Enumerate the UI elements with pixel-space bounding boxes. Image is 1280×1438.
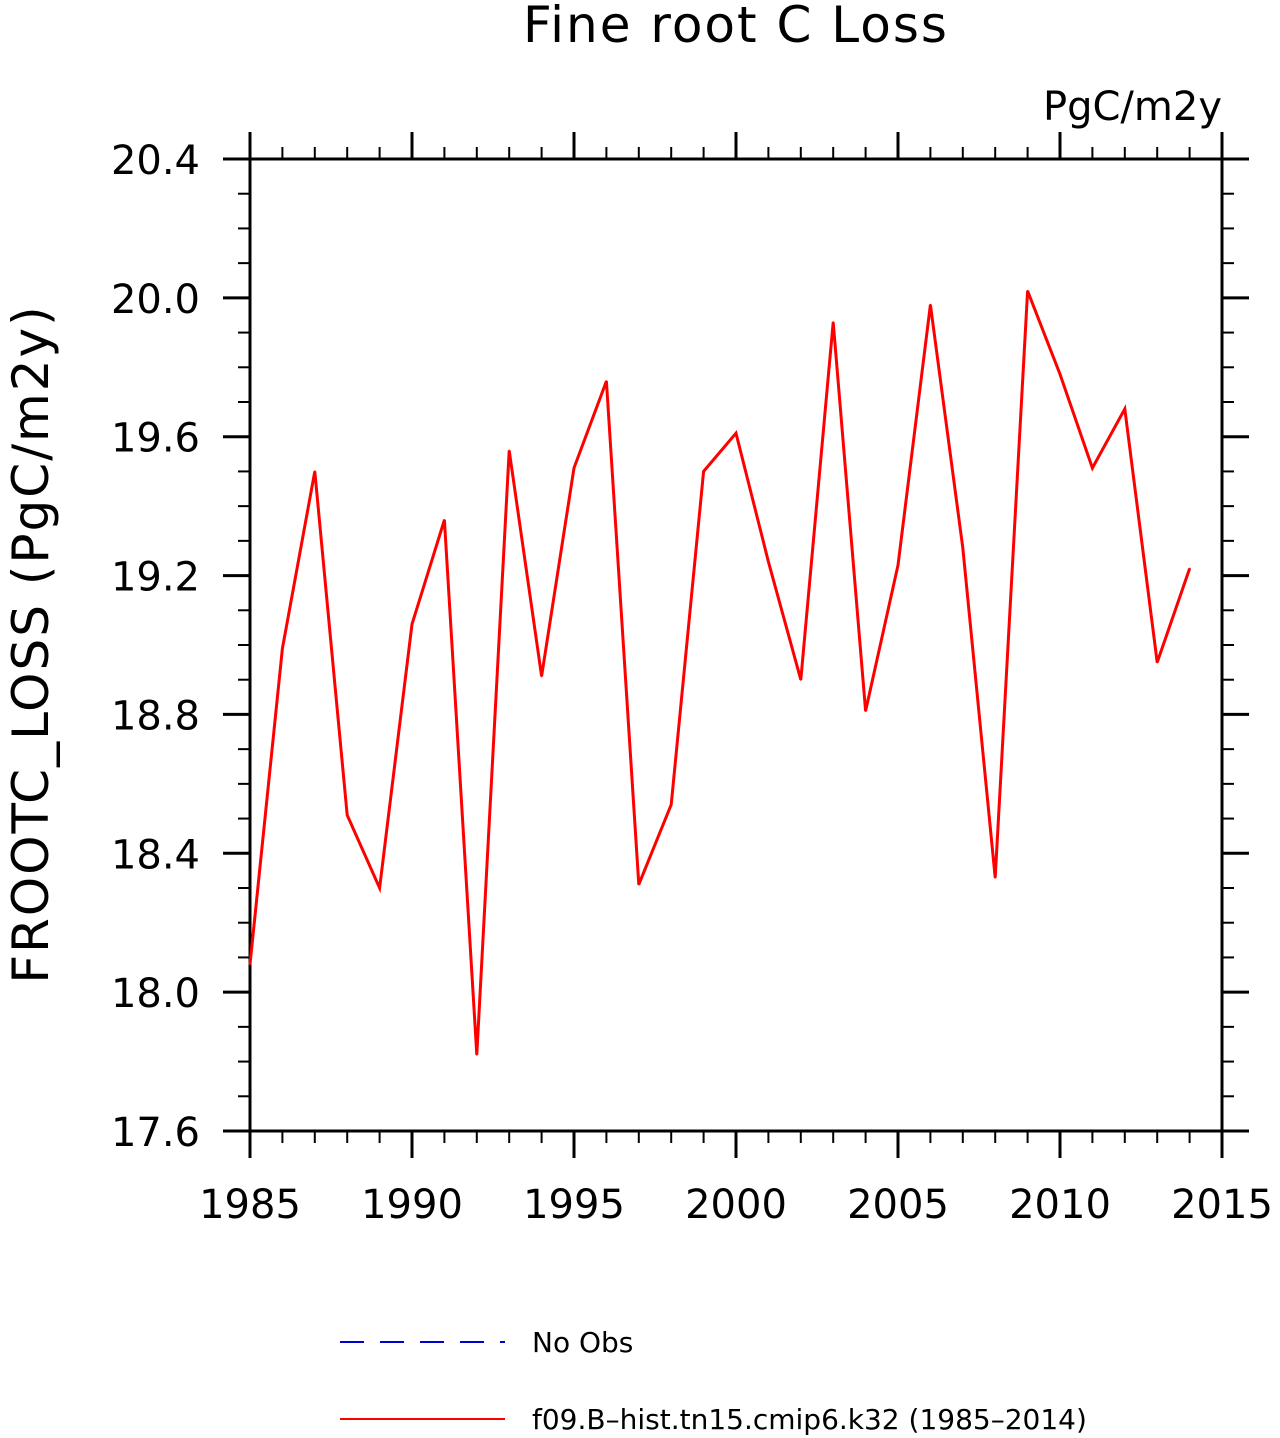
legend-label-no-obs: No Obs — [532, 1326, 633, 1359]
plot-area — [248, 157, 1224, 1133]
x-tick-label: 1990 — [361, 1182, 463, 1228]
data-point — [735, 432, 737, 435]
data-point — [864, 710, 867, 712]
data-point — [832, 321, 835, 324]
data-point — [540, 675, 543, 678]
x-tick-label: 2000 — [685, 1182, 787, 1228]
y-tick-label: 19.2 — [111, 555, 200, 601]
data-point — [767, 560, 770, 563]
y-tick-label: 17.6 — [111, 1110, 200, 1156]
x-tick-label: 2005 — [847, 1182, 949, 1228]
data-point — [378, 887, 381, 889]
data-point — [411, 623, 413, 626]
data-point — [573, 467, 575, 469]
legend-label-model: f09.B–hist.tn15.cmip6.k32 (1985–2014) — [532, 1403, 1087, 1436]
data-point — [929, 303, 932, 306]
y-tick-label: 20.4 — [111, 138, 200, 184]
data-point — [1156, 661, 1159, 664]
units-label: PgC/m2y — [1043, 84, 1222, 130]
data-point — [799, 678, 802, 681]
y-tick-label: 20.0 — [111, 277, 200, 323]
data-point — [605, 380, 608, 383]
data-point — [670, 803, 673, 806]
chart-title: Fine root C Loss — [523, 0, 949, 54]
x-tick-label: 1995 — [523, 1182, 625, 1228]
y-tick-label: 19.6 — [111, 416, 200, 462]
data-point — [1123, 407, 1126, 410]
series-layer — [248, 289, 1192, 1056]
x-tick-label: 2010 — [1009, 1182, 1111, 1228]
data-point — [1059, 373, 1061, 376]
y-axis-label: FROOTC_LOSS (PgC/m2y) — [2, 304, 60, 983]
data-point — [702, 470, 705, 473]
data-point — [897, 564, 899, 567]
data-point — [443, 519, 446, 521]
y-tick-label: 18.8 — [111, 693, 200, 739]
data-point — [961, 546, 964, 549]
data-point — [313, 470, 316, 473]
data-point — [475, 1053, 478, 1056]
x-tick-label: 1985 — [199, 1182, 301, 1228]
y-tick-label: 18.0 — [111, 971, 200, 1017]
plot-frame — [248, 157, 1224, 1133]
series-line-0 — [248, 290, 1192, 1055]
data-point — [637, 883, 640, 886]
data-point — [249, 963, 251, 966]
data-point — [994, 876, 997, 879]
legend: No Obs f09.B–hist.tn15.cmip6.k32 (1985–2… — [340, 1326, 1087, 1436]
x-tick-label: 2015 — [1171, 1182, 1273, 1228]
data-point — [346, 814, 349, 817]
data-point — [1188, 567, 1191, 570]
data-point — [508, 449, 511, 452]
data-point — [1091, 467, 1094, 469]
data-point — [281, 647, 284, 650]
axis-ticks: 1985 1990 1995 2000 2005 2010 2015 17.6 18.0 18.4… — [111, 132, 1273, 1228]
y-tick-label: 18.4 — [111, 832, 200, 878]
data-point — [1026, 289, 1029, 292]
